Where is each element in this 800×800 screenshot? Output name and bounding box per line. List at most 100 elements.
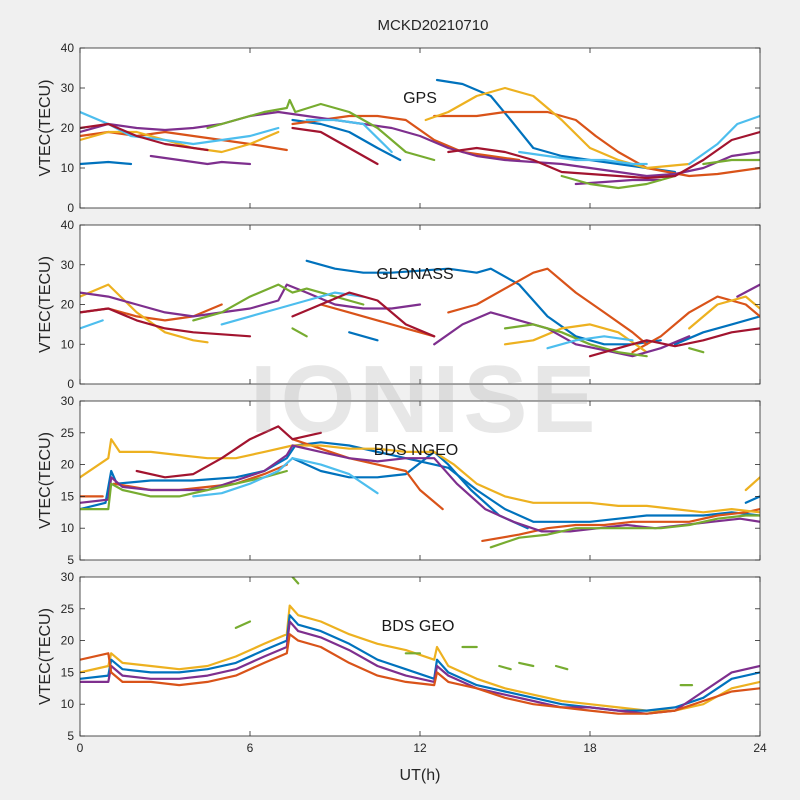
- series-line: [291, 327, 308, 338]
- series-line: [435, 78, 677, 174]
- series-line: [305, 118, 393, 154]
- series-line: [688, 295, 760, 330]
- series-line: [291, 118, 402, 162]
- series-line: [80, 604, 760, 712]
- series-line: [631, 295, 760, 354]
- y-tick-label: 20: [61, 634, 75, 648]
- y-tick-label: 5: [67, 553, 74, 567]
- y-tick-label: 20: [61, 458, 75, 472]
- x-tick-label: 24: [753, 741, 767, 755]
- series-line: [518, 150, 648, 166]
- series-line: [546, 335, 634, 350]
- series-line: [80, 633, 760, 715]
- y-tick-label: 20: [61, 298, 75, 312]
- series-line: [234, 620, 252, 629]
- series-line: [149, 154, 252, 166]
- series-line: [702, 158, 760, 166]
- panel-2: 5 10 15 20 25 30 VTEC(TECU) BDS NGEO: [37, 394, 761, 567]
- series-line: [80, 438, 760, 514]
- series-group: [80, 78, 760, 190]
- series-line: [291, 450, 529, 530]
- y-axis-label: VTEC(TECU): [37, 432, 54, 529]
- series-line: [206, 98, 436, 162]
- series-line: [348, 331, 379, 342]
- series-line: [192, 457, 379, 498]
- series-line: [80, 122, 209, 152]
- figure-title: MCKD20210710: [378, 17, 489, 34]
- series-line: [744, 476, 760, 492]
- x-tick-label: 12: [413, 741, 427, 755]
- series-line: [291, 126, 379, 166]
- y-tick-label: 15: [61, 489, 75, 503]
- panel-label: BDS NGEO: [374, 442, 458, 459]
- series-line: [518, 661, 535, 668]
- y-tick-label: 10: [61, 337, 75, 351]
- series-line: [192, 283, 365, 322]
- y-axis-label: VTEC(TECU): [37, 80, 54, 177]
- x-tick-label: 6: [247, 741, 254, 755]
- y-axis-label: VTEC(TECU): [37, 256, 54, 353]
- y-tick-label: 5: [67, 729, 74, 743]
- y-tick-label: 40: [61, 41, 75, 55]
- x-axis-label: UT(h): [400, 767, 441, 784]
- y-tick-label: 0: [67, 377, 74, 391]
- y-tick-label: 30: [61, 394, 75, 408]
- series-line: [744, 495, 760, 504]
- series-line: [447, 267, 648, 346]
- series-line: [80, 469, 288, 511]
- series-line: [80, 620, 760, 715]
- panel-label: BDS GEO: [382, 618, 455, 635]
- series-line: [433, 110, 760, 178]
- panel-label: GPS: [403, 90, 437, 107]
- series-line: [80, 319, 104, 330]
- panel-0: 0 10 20 30 40 VTEC(TECU) GPS: [37, 41, 761, 215]
- panels: 0 10 20 30 40 VTEC(TECU) GPS 0 10 20 30 40 VTEC(TECU…: [37, 41, 767, 755]
- y-tick-label: 30: [61, 570, 75, 584]
- y-tick-label: 10: [61, 697, 75, 711]
- y-tick-label: 30: [61, 81, 75, 95]
- series-line: [447, 130, 760, 180]
- series-line: [80, 307, 252, 338]
- x-tick-label: 0: [77, 741, 84, 755]
- series-line: [80, 130, 280, 154]
- series-line: [433, 311, 691, 358]
- series-line: [503, 323, 648, 358]
- series-line: [736, 283, 760, 298]
- series-line: [305, 259, 662, 346]
- series-line: [220, 291, 365, 326]
- series-line: [80, 110, 760, 178]
- y-tick-label: 25: [61, 602, 75, 616]
- series-line: [135, 425, 322, 479]
- series-line: [80, 283, 209, 344]
- series-line: [291, 577, 300, 585]
- series-group: [80, 577, 760, 715]
- series-line: [503, 323, 648, 354]
- series-line: [688, 347, 705, 354]
- series-line: [554, 664, 569, 671]
- series-line: [588, 327, 760, 358]
- y-axis-label: VTEC(TECU): [37, 608, 54, 705]
- panel-label: GLONASS: [376, 266, 453, 283]
- series-line: [489, 514, 760, 549]
- y-tick-label: 10: [61, 521, 75, 535]
- series-line: [80, 160, 133, 166]
- series-group: [80, 259, 760, 358]
- y-tick-label: 25: [61, 426, 75, 440]
- series-line: [80, 444, 760, 533]
- y-tick-label: 30: [61, 258, 75, 272]
- series-line: [291, 291, 436, 338]
- series-line: [560, 174, 677, 190]
- panel-3: 5 10 15 20 25 30 0 6 12 18 24 VTEC(TECU) BDS GEO: [37, 570, 767, 755]
- y-tick-label: 0: [67, 201, 74, 215]
- y-tick-label: 40: [61, 218, 75, 232]
- y-tick-label: 10: [61, 161, 75, 175]
- series-group: [80, 425, 760, 549]
- series-line: [688, 114, 760, 166]
- x-tick-label: 18: [583, 741, 597, 755]
- series-line: [80, 283, 422, 318]
- series-line: [291, 438, 444, 511]
- panel-1: 0 10 20 30 40 VTEC(TECU) GLONASS: [37, 218, 761, 391]
- y-tick-label: 20: [61, 121, 75, 135]
- series-line: [498, 664, 512, 671]
